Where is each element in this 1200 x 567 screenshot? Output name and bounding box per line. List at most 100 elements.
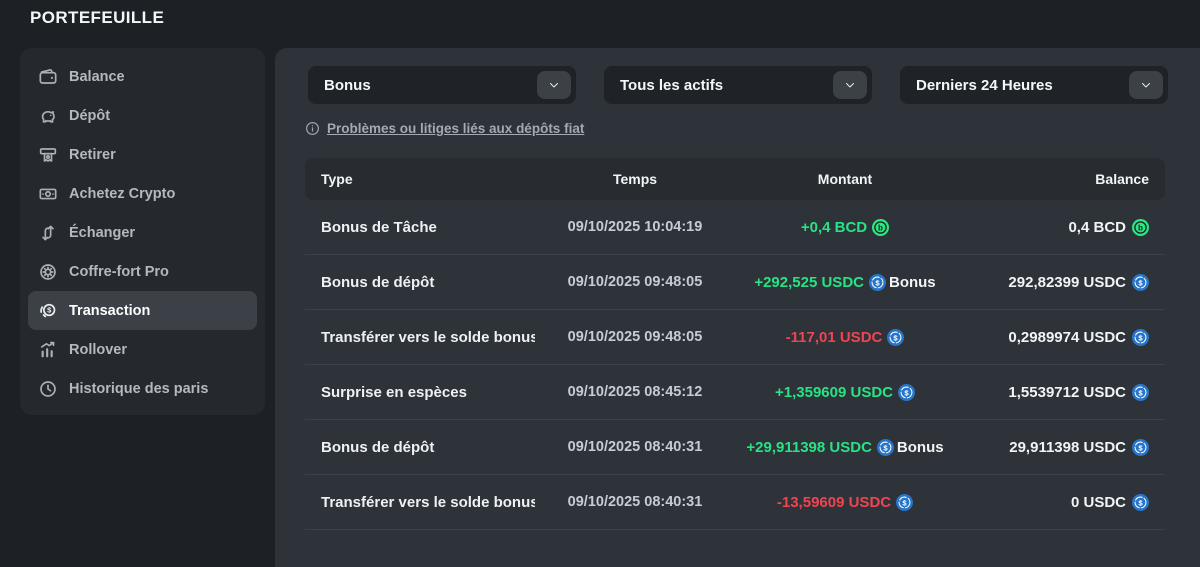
bonus-tag: Bonus <box>888 273 936 291</box>
table-row: Surprise en espèces 09/10/2025 08:45:12 … <box>305 365 1165 420</box>
cell-type: Transférer vers le solde bonus <box>321 328 535 346</box>
sidebar-item-balance[interactable]: Balance <box>28 57 257 96</box>
cell-type: Bonus de dépôt <box>321 273 435 291</box>
usdc-coin-icon: $ <box>868 273 886 291</box>
cell-time: 09/10/2025 10:04:19 <box>567 219 703 235</box>
sidebar-item-label: Retirer <box>69 146 116 163</box>
cell-balance: 1,5539712 USDC $ <box>955 383 1165 401</box>
sidebar-item-depot[interactable]: Dépôt <box>28 96 257 135</box>
usdc-coin-icon: $ <box>887 328 905 346</box>
amount-value: -117,01 USDC <box>785 328 883 346</box>
balance-value: 0 USDC <box>1070 493 1126 511</box>
amount-value: +292,525 USDC <box>754 273 864 291</box>
header-time: Temps <box>612 171 658 187</box>
balance-value: 292,82399 USDC <box>1008 273 1126 291</box>
cell-time: 09/10/2025 08:40:31 <box>567 494 703 510</box>
cell-time: 09/10/2025 09:48:05 <box>567 274 703 290</box>
usdc-coin-icon: $ <box>1132 383 1149 401</box>
sidebar-item-retirer[interactable]: Retirer <box>28 135 257 174</box>
usdc-coin-icon: $ <box>876 438 894 456</box>
svg-text:$: $ <box>1138 388 1143 397</box>
sidebar-item-label: Dépôt <box>69 107 111 124</box>
balance-value: 0,2989974 USDC <box>1008 328 1126 346</box>
svg-text:b: b <box>1138 223 1143 232</box>
balance-value: 0,4 BCD <box>1068 218 1126 236</box>
cell-type: Bonus de dépôt <box>321 438 435 456</box>
usdc-coin-icon: $ <box>896 493 914 511</box>
cell-amount: -117,01 USDC $ <box>735 328 955 346</box>
usdc-coin-icon: $ <box>1132 438 1149 456</box>
bar-chart-icon <box>38 340 58 360</box>
bonus-tag: Bonus <box>896 438 944 456</box>
piggy-bank-icon <box>38 106 58 126</box>
sidebar: Balance Dépôt Retirer Achetez Crypto Éch… <box>20 48 265 415</box>
time-range-select[interactable]: Derniers 24 Heures <box>900 66 1168 104</box>
filter-bar: Bonus Tous les actifs Derniers 24 Heures <box>308 66 1168 104</box>
chevron-down-icon[interactable] <box>833 71 867 99</box>
cell-type: Bonus de Tâche <box>321 218 437 236</box>
sidebar-item-label: Achetez Crypto <box>69 185 176 202</box>
svg-text:$: $ <box>1138 333 1143 342</box>
banknote-icon <box>38 184 58 204</box>
withdraw-icon <box>38 145 58 165</box>
asset-select[interactable]: Tous les actifs <box>604 66 872 104</box>
cell-amount: -13,59609 USDC $ <box>735 493 955 511</box>
usdc-coin-icon: $ <box>1132 493 1149 511</box>
fiat-dispute-link-label: Problèmes ou litiges liés aux dépôts fia… <box>327 121 585 136</box>
svg-text:$: $ <box>1138 498 1143 507</box>
balance-value: 29,911398 USDC <box>1009 438 1126 456</box>
bcd-coin-icon: b <box>872 218 890 236</box>
amount-value: +29,911398 USDC <box>746 438 872 456</box>
svg-text:$: $ <box>1138 443 1143 452</box>
cell-balance: 0,2989974 USDC $ <box>955 328 1165 346</box>
transaction-type-select[interactable]: Bonus <box>308 66 576 104</box>
header-balance: Balance <box>1095 171 1149 187</box>
cell-time: 09/10/2025 09:48:05 <box>567 329 703 345</box>
bcd-coin-icon: b <box>1132 218 1149 236</box>
dropdown-selected-value: Derniers 24 Heures <box>916 76 1053 94</box>
chevron-down-icon[interactable] <box>1129 71 1163 99</box>
sidebar-item-label: Historique des paris <box>69 380 209 397</box>
swap-icon <box>38 223 58 243</box>
dropdown-selected-value: Bonus <box>324 76 371 94</box>
sidebar-item-rollover[interactable]: Rollover <box>28 330 257 369</box>
transactions-table: Type Temps Montant Balance Bonus de Tâch… <box>305 158 1165 530</box>
dropdown-selected-value: Tous les actifs <box>620 76 724 94</box>
table-header-row: Type Temps Montant Balance <box>305 158 1165 200</box>
svg-text:b: b <box>878 223 883 232</box>
svg-text:$: $ <box>883 443 888 452</box>
svg-text:$: $ <box>902 498 907 507</box>
cell-amount: +29,911398 USDC $ Bonus <box>735 438 955 456</box>
sidebar-item-coffre-fort-pro[interactable]: Coffre-fort Pro <box>28 252 257 291</box>
svg-text:$: $ <box>875 278 880 287</box>
svg-text:$: $ <box>904 388 909 397</box>
page-title: PORTEFEUILLE <box>30 8 165 27</box>
svg-text:$: $ <box>1138 278 1143 287</box>
svg-text:$: $ <box>894 333 899 342</box>
table-row: Bonus de Tâche 09/10/2025 10:04:19 +0,4 … <box>305 200 1165 255</box>
cell-amount: +292,525 USDC $ Bonus <box>735 273 955 291</box>
amount-value: +1,359609 USDC <box>775 383 893 401</box>
table-row: Transférer vers le solde bonus 09/10/202… <box>305 475 1165 530</box>
sidebar-item-transaction[interactable]: $ Transaction <box>28 291 257 330</box>
cell-balance: 29,911398 USDC $ <box>955 438 1165 456</box>
sidebar-item-historique-des-paris[interactable]: Historique des paris <box>28 369 257 408</box>
sidebar-item-achetez-crypto[interactable]: Achetez Crypto <box>28 174 257 213</box>
amount-value: -13,59609 USDC <box>776 493 892 511</box>
usdc-coin-icon: $ <box>898 383 915 401</box>
usdc-coin-icon: $ <box>1132 328 1149 346</box>
fiat-dispute-link[interactable]: Problèmes ou litiges liés aux dépôts fia… <box>305 121 584 136</box>
sidebar-item-label: Balance <box>69 68 125 85</box>
cell-balance: 0,4 BCD b <box>955 218 1165 236</box>
balance-value: 1,5539712 USDC <box>1008 383 1126 401</box>
svg-text:$: $ <box>47 305 52 314</box>
table-body: Bonus de Tâche 09/10/2025 10:04:19 +0,4 … <box>305 200 1165 530</box>
clock-icon <box>38 379 58 399</box>
sidebar-item-label: Échanger <box>69 224 136 241</box>
wallet-icon <box>38 67 58 87</box>
chevron-down-icon[interactable] <box>537 71 571 99</box>
cell-time: 09/10/2025 08:40:31 <box>567 439 703 455</box>
sidebar-item-echanger[interactable]: Échanger <box>28 213 257 252</box>
sidebar-item-label: Coffre-fort Pro <box>69 263 169 280</box>
table-row: Bonus de dépôt 09/10/2025 09:48:05 +292,… <box>305 255 1165 310</box>
